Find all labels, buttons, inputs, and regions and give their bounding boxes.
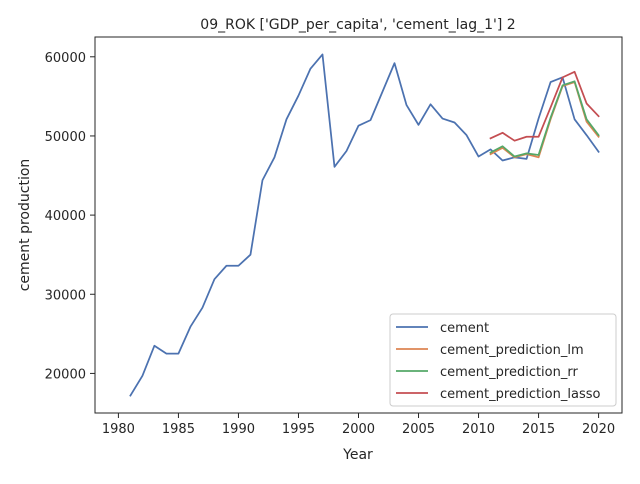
y-tick-label: 50000	[45, 130, 86, 145]
x-tick-label: 1985	[162, 422, 195, 437]
x-tick-label: 2005	[402, 422, 435, 437]
plot-frame	[94, 36, 623, 414]
y-tick-label: 40000	[45, 209, 86, 224]
legend-box	[389, 313, 617, 407]
series-line-cement-prediction-lasso	[489, 70, 600, 142]
legend: cement cement_prediction_lm cement_predict…	[389, 313, 617, 407]
y-tick-label: 30000	[45, 288, 86, 303]
legend-label: cement_prediction_lm	[440, 343, 584, 358]
x-tick-label: 2000	[342, 422, 375, 437]
legend-label: cement	[440, 321, 489, 336]
x-tick-label: 1980	[102, 422, 135, 437]
x-axis-label: Year	[342, 447, 373, 463]
x-tick-label: 1990	[222, 422, 255, 437]
y-axis-label: cement production	[17, 159, 33, 292]
legend-label: cement_prediction_lasso	[440, 387, 600, 402]
series-layer	[129, 53, 600, 397]
chart-title: 09_ROK ['GDP_per_capita', 'cement_lag_1'…	[200, 17, 515, 33]
series-line-cement-prediction-rr	[489, 80, 600, 158]
x-axis-ticks: 1980 1985 1990 1995 2000 2005 2010 2015 2020	[102, 413, 615, 437]
series-line-cement	[129, 53, 600, 397]
x-tick-label: 2020	[582, 422, 615, 437]
y-axis-ticks: 20000 30000 40000 50000 60000	[45, 51, 95, 382]
x-tick-label: 2015	[522, 422, 555, 437]
legend-label: cement_prediction_rr	[440, 365, 578, 380]
y-tick-label: 60000	[45, 51, 86, 66]
x-tick-label: 2010	[462, 422, 495, 437]
x-tick-label: 1995	[282, 422, 315, 437]
y-tick-label: 20000	[45, 367, 86, 382]
